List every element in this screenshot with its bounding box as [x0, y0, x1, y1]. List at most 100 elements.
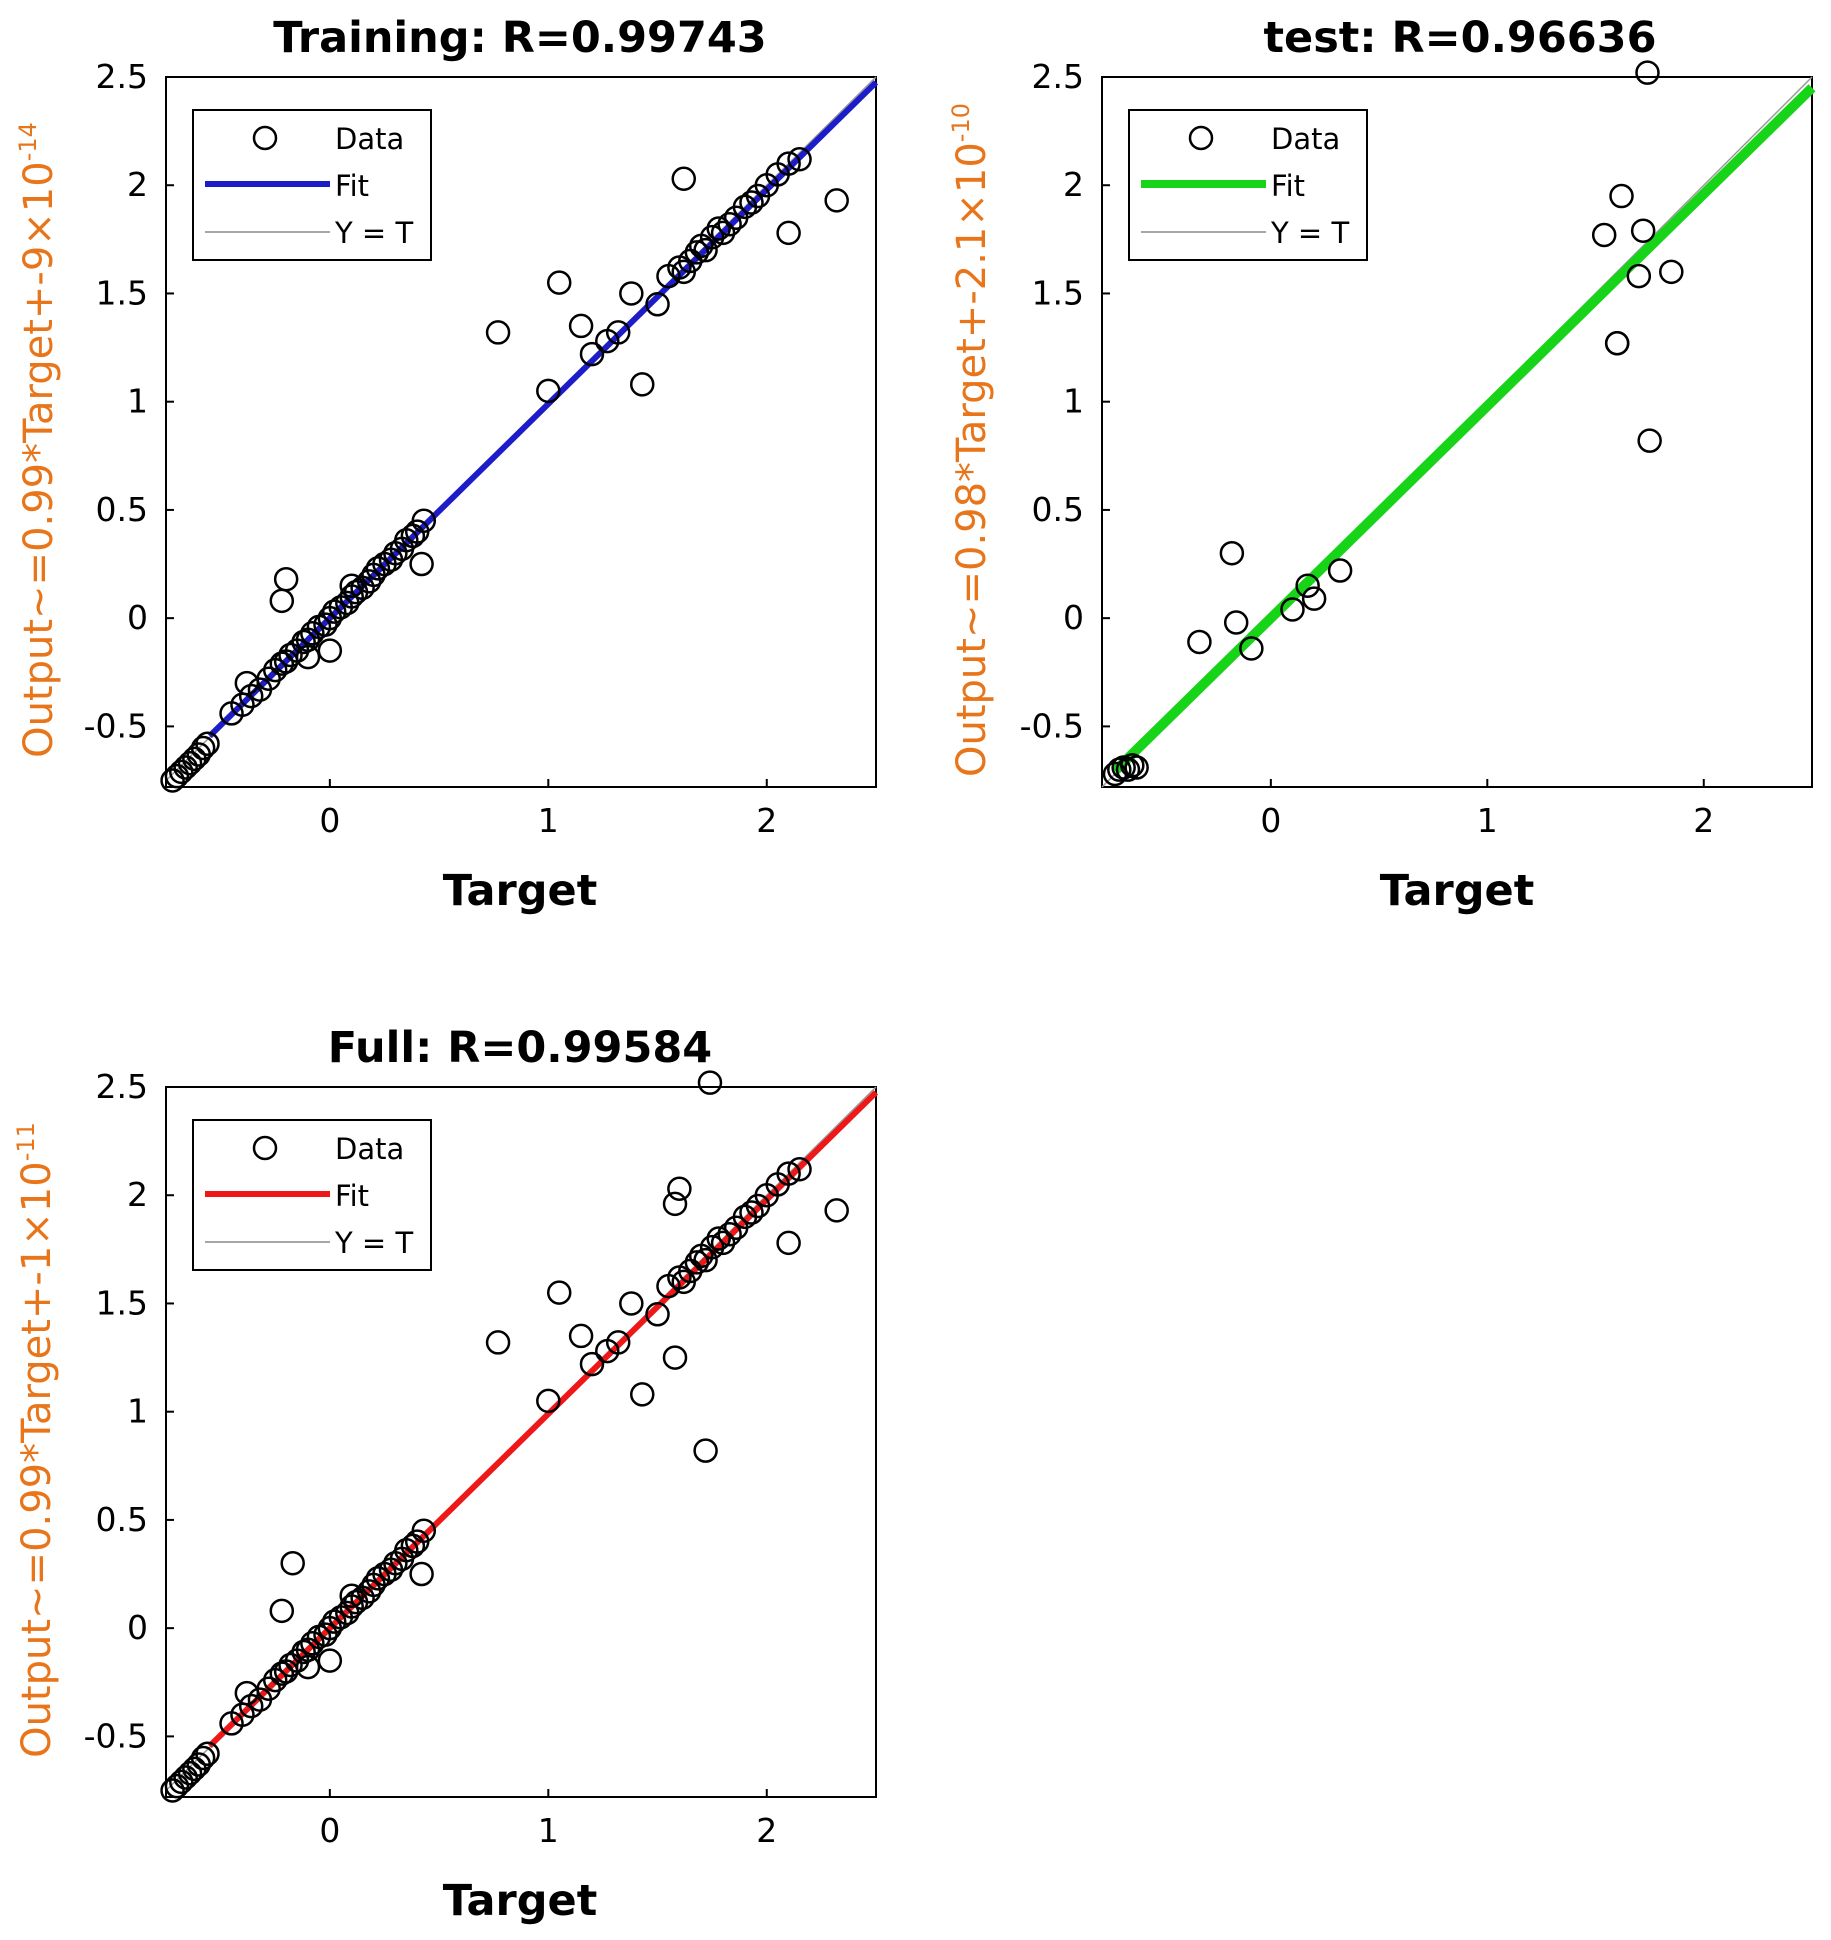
data-point	[1591, 222, 1617, 248]
data-point	[1659, 259, 1684, 285]
y-axis-label: Output~=0.99*Target+-9×10-14	[14, 122, 62, 758]
y-tick-label: 2	[127, 1175, 148, 1214]
data-point	[409, 1561, 434, 1587]
x-tick-label: 0	[1260, 801, 1281, 840]
data-point	[164, 1773, 190, 1799]
data-point	[546, 1280, 572, 1305]
data-point	[1626, 263, 1652, 289]
data-point	[1609, 183, 1634, 209]
y-label-prefix: Output~=0.98*Target+-2.1	[949, 227, 995, 777]
y-label-exponent: -11	[12, 1122, 40, 1161]
data-point	[605, 1330, 631, 1355]
y-tick-label: 1	[127, 1392, 148, 1431]
y-axis-label: Output~=0.98*Target+-2.1×10-10	[947, 103, 995, 777]
data-point	[579, 341, 605, 367]
x-tick-label: 0	[319, 1811, 340, 1850]
data-point	[693, 1438, 718, 1463]
y-tick-label: 2	[127, 165, 148, 204]
data-point	[1115, 757, 1141, 782]
data-point	[706, 216, 731, 241]
data-point	[190, 1745, 216, 1771]
data-point	[629, 1382, 655, 1407]
y-tick-label: 2.5	[96, 57, 148, 96]
data-point	[269, 1598, 295, 1624]
legend-data-marker	[252, 125, 278, 151]
data-point	[619, 281, 644, 306]
y-label-prefix: Output~=0.99*Target+-1	[14, 1246, 60, 1758]
y-tick-label: 1.5	[1032, 273, 1084, 312]
data-point	[776, 1161, 801, 1186]
data-point	[1280, 597, 1305, 622]
data-point	[671, 166, 697, 191]
x-tick-label: 2	[756, 1811, 777, 1850]
y-tick-label: 2	[1063, 165, 1084, 204]
chart-test: test: R=0.96636 0 1 2 -0.5 0 0.5 1 1.5 2 2.5 Data…	[947, 13, 1816, 916]
data-point	[546, 270, 572, 295]
data-point	[568, 1323, 594, 1349]
data-point	[160, 768, 185, 793]
x-tick-label: 2	[756, 801, 777, 840]
data-point	[1187, 629, 1212, 655]
data-point	[321, 1609, 347, 1634]
data-point	[195, 1741, 220, 1766]
data-point	[739, 1200, 764, 1225]
data-point	[339, 573, 364, 598]
data-point	[278, 642, 303, 668]
data-point	[485, 320, 511, 345]
x-tick-label: 1	[1477, 801, 1498, 840]
data-point	[1223, 610, 1249, 635]
data-point	[697, 1070, 723, 1095]
data-point	[1635, 60, 1660, 85]
data-point	[278, 1652, 303, 1678]
data-point	[190, 735, 216, 761]
data-point	[717, 211, 742, 237]
data-point	[280, 1550, 305, 1576]
y-tick-label: 1.5	[96, 273, 148, 312]
x-axis-label: Target	[443, 866, 598, 916]
data-point	[717, 1221, 742, 1247]
data-point	[684, 240, 710, 265]
y-tick-label: 0	[127, 1608, 148, 1647]
y-tick-label: 0	[127, 598, 148, 637]
data-point	[313, 612, 338, 637]
legend-yt-label: Y = T	[334, 1226, 413, 1260]
y-tick-label: 1	[1063, 382, 1084, 421]
y-label-times: ×	[16, 212, 62, 246]
axis-ticks: 0 1 2 -0.5 0 0.5 1 1.5 2 2.5	[84, 57, 778, 840]
data-points	[160, 147, 849, 793]
data-point	[339, 1583, 364, 1608]
data-point	[739, 190, 764, 215]
data-point	[321, 599, 347, 624]
y-tick-label: 1	[127, 382, 148, 421]
data-point	[710, 220, 736, 246]
data-point	[662, 1345, 688, 1370]
chart-title: Training: R=0.99743	[273, 13, 766, 63]
y-tick-label: 0.5	[1032, 490, 1084, 529]
y-label-times: ×	[14, 1212, 60, 1246]
legend: Data Fit Y = T	[192, 1119, 432, 1271]
data-point	[1219, 540, 1245, 566]
data-point	[568, 313, 594, 339]
y-tick-label: 0.5	[96, 490, 148, 529]
data-point	[1124, 755, 1149, 780]
data-point	[409, 551, 434, 577]
data-point	[699, 1234, 725, 1260]
legend-fit-label: Fit	[1271, 169, 1305, 203]
legend-yt-label: Y = T	[1270, 216, 1349, 250]
y-tick-label: 2.5	[96, 1067, 148, 1106]
legend-data-label: Data	[335, 122, 404, 156]
data-point	[411, 508, 437, 533]
data-point	[629, 372, 655, 397]
data-point	[787, 147, 812, 172]
data-point	[300, 1631, 325, 1656]
legend-fit-label: Fit	[335, 1179, 369, 1213]
data-point	[273, 566, 299, 592]
data-point	[579, 1351, 605, 1377]
x-tick-label: 1	[538, 801, 559, 840]
data-point	[645, 1302, 670, 1327]
y-tick-label: 2.5	[1032, 57, 1084, 96]
y-label-base: 10	[949, 142, 995, 193]
data-point	[356, 569, 382, 594]
y-label-base: 10	[16, 161, 62, 212]
data-point	[1295, 573, 1320, 598]
